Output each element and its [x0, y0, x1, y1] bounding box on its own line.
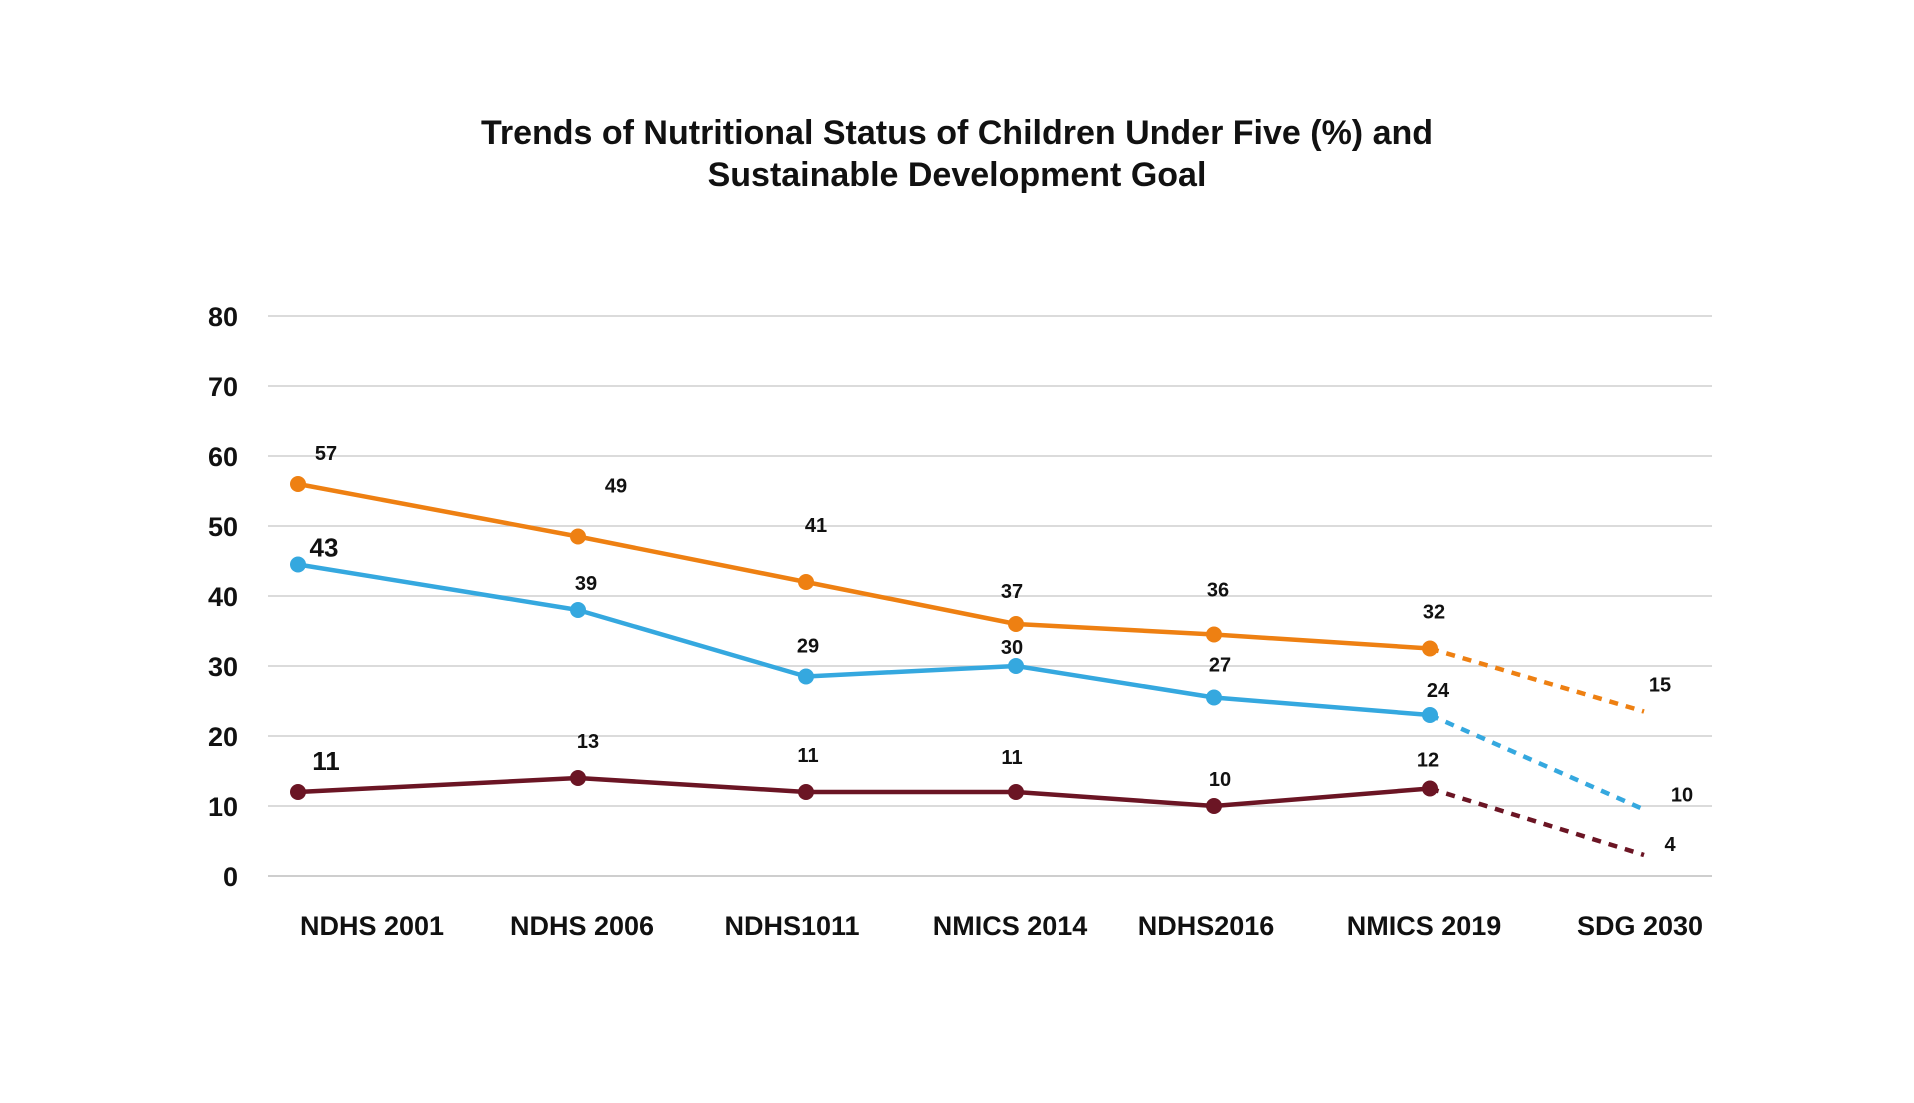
- data-point: [1422, 780, 1438, 797]
- y-tick-label: 30: [208, 652, 238, 682]
- data-labels: 57 49 41 37 36 32 15 43 39 29 30 27 24 10 11 13 11 11 10 12…: [310, 443, 1694, 856]
- data-label: 11: [312, 746, 340, 776]
- y-axis-ticks: 0 10 20 30 40 50 60 70 80: [208, 302, 238, 892]
- data-point: [1206, 689, 1222, 706]
- data-point: [570, 528, 586, 545]
- data-label: 32: [1423, 602, 1445, 624]
- x-category-label: NMICS 2014: [933, 911, 1088, 941]
- chart-title: Trends of Nutritional Status of Children…: [0, 112, 1914, 196]
- series-projection-line: [1429, 712, 1645, 812]
- data-label: 13: [577, 731, 599, 753]
- x-category-label: NDHS2016: [1138, 911, 1275, 941]
- y-tick-label: 50: [208, 512, 238, 542]
- x-category-label: NDHS 2006: [510, 911, 654, 941]
- data-point: [1206, 798, 1222, 814]
- x-category-label: NDHS 2001: [300, 911, 444, 941]
- series-line: [297, 562, 1431, 718]
- series-line: [297, 481, 1431, 651]
- data-point: [1206, 626, 1222, 643]
- data-point: [798, 784, 814, 800]
- series-line: [297, 775, 1431, 809]
- data-point: [1008, 616, 1024, 632]
- y-tick-label: 70: [208, 372, 238, 402]
- data-point: [1008, 658, 1024, 674]
- series-lines: [297, 481, 1645, 858]
- series-projection-line: [1429, 646, 1645, 714]
- data-label: 29: [797, 636, 819, 658]
- chart-title-line-1: Trends of Nutritional Status of Children…: [480, 114, 1434, 152]
- data-label: 10: [1209, 769, 1231, 791]
- data-label: 41: [805, 515, 827, 537]
- data-point: [1422, 707, 1438, 723]
- data-label: 10: [1671, 785, 1693, 807]
- data-label: 11: [1001, 747, 1022, 769]
- y-tick-label: 0: [223, 862, 238, 892]
- y-tick-label: 80: [208, 302, 238, 332]
- data-label: 37: [1001, 581, 1023, 603]
- data-point: [798, 574, 814, 590]
- y-tick-label: 60: [208, 442, 238, 472]
- series-projection-line: [1429, 786, 1645, 858]
- x-category-label: NDHS1011: [724, 911, 859, 941]
- data-label: 12: [1417, 750, 1439, 772]
- gridlines: [268, 315, 1712, 877]
- y-tick-label: 20: [208, 722, 238, 752]
- data-label: 30: [1001, 637, 1023, 659]
- data-point: [1422, 640, 1438, 657]
- data-label: 36: [1207, 580, 1229, 602]
- data-label: 27: [1209, 655, 1231, 677]
- data-point: [290, 476, 306, 492]
- data-label: 11: [797, 745, 818, 767]
- data-label: 24: [1427, 680, 1450, 702]
- x-category-label: SDG 2030: [1577, 911, 1703, 941]
- data-point: [1008, 784, 1024, 800]
- data-point: [290, 784, 306, 800]
- data-point: [570, 602, 586, 618]
- chart-title-line-2: Sustainable Development Goal: [707, 156, 1207, 194]
- series-points: [290, 476, 1438, 814]
- data-label: 43: [310, 533, 339, 563]
- data-label: 49: [605, 476, 627, 498]
- data-label: 39: [575, 573, 597, 595]
- data-label: 57: [315, 443, 337, 465]
- x-category-label: NMICS 2019: [1347, 911, 1502, 941]
- data-point: [570, 770, 586, 786]
- data-label: 15: [1649, 675, 1671, 697]
- data-label: 4: [1664, 834, 1676, 856]
- y-tick-label: 10: [208, 792, 238, 822]
- x-axis-categories: NDHS 2001 NDHS 2006 NDHS1011 NMICS 2014 NDHS…: [300, 911, 1703, 941]
- data-point: [290, 556, 306, 573]
- y-tick-label: 40: [208, 582, 238, 612]
- data-point: [798, 668, 814, 685]
